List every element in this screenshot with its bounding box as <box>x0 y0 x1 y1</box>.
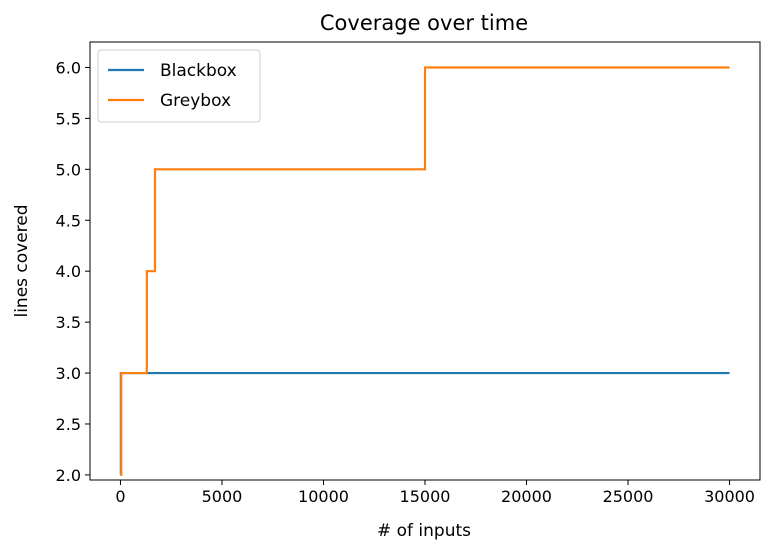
legend-box <box>97 49 261 123</box>
x-tick-label: 5000 <box>202 487 243 506</box>
series-line-blackbox <box>119 371 730 477</box>
x-tick-label: 25000 <box>603 487 654 506</box>
x-tick-label: 20000 <box>501 487 552 506</box>
chart-title: Coverage over time <box>320 11 528 35</box>
y-tick-label: 4.0 <box>56 262 81 281</box>
legend: Blackbox Greybox <box>97 49 261 123</box>
y-tick-label: 2.5 <box>56 415 81 434</box>
x-tick-label: 15000 <box>400 487 451 506</box>
y-tick-label: 3.0 <box>56 364 81 383</box>
y-tick-label: 4.5 <box>56 211 81 230</box>
x-axis-label: # of inputs <box>377 521 471 541</box>
y-tick-label: 2.0 <box>56 466 81 485</box>
series-line-greybox <box>120 66 730 477</box>
legend-label-greybox: Greybox <box>160 91 231 111</box>
y-axis: 2.0 2.5 3.0 3.5 4.0 4.5 5.0 5.5 6.0 <box>56 58 90 485</box>
legend-label-blackbox: Blackbox <box>160 61 237 81</box>
x-tick-label: 10000 <box>298 487 349 506</box>
x-tick-label: 0 <box>115 487 125 506</box>
x-tick-label: 30000 <box>704 487 755 506</box>
series-layer <box>119 66 730 477</box>
y-tick-label: 3.5 <box>56 313 81 332</box>
x-axis: 0 5000 10000 15000 20000 25000 30000 <box>115 480 755 506</box>
y-axis-label: lines covered <box>12 204 32 317</box>
y-tick-label: 5.5 <box>56 109 81 128</box>
y-tick-label: 6.0 <box>56 58 81 77</box>
y-tick-label: 5.0 <box>56 160 81 179</box>
